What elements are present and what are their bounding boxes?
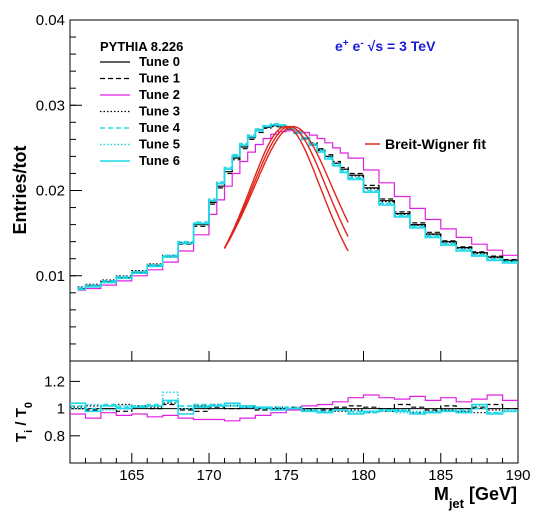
ratio-series-tune-6	[70, 399, 518, 415]
main-y-tick-label: 0.04	[36, 12, 65, 29]
legend-label: Tune 2	[139, 87, 180, 102]
breit-wigner-fit-group	[223, 125, 349, 252]
legend-label: Tune 4	[139, 120, 181, 135]
x-axis-title: Mjet [GeV]	[434, 484, 517, 511]
ratio-ticks: 0.8 1 1.2 165 170 175 180 185 190	[44, 373, 530, 484]
main-y-ticks: 0.01 0.02 0.03 0.04	[36, 12, 519, 361]
legend-label: Tune 0	[139, 54, 180, 69]
x-tick-label: 165	[119, 467, 144, 484]
main-y-tick-label: 0.01	[36, 268, 65, 285]
legend-label: Tune 5	[139, 137, 180, 152]
x-tick-label: 175	[274, 467, 299, 484]
legend-label: Tune 1	[139, 71, 180, 86]
x-tick-label: 170	[197, 467, 222, 484]
ratio-y-tick-label: 1	[57, 401, 65, 418]
x-tick-label: 180	[351, 467, 376, 484]
series-tune-3	[77, 124, 518, 288]
legend-label: Tune 3	[139, 104, 180, 119]
main-y-tick-label: 0.03	[36, 97, 65, 114]
main-y-tick-label: 0.02	[36, 183, 65, 200]
ratio-series-group	[70, 391, 518, 422]
x-tick-label: 185	[428, 467, 453, 484]
fit-legend-label: Breit-Wigner fit	[385, 136, 486, 152]
ratio-y-tick-label: 1.2	[44, 373, 65, 390]
ratio-y-tick-label: 0.8	[44, 428, 65, 445]
collider-annotation: e+ e- √s = 3 TeV	[335, 38, 436, 55]
ratio-y-axis-title: Ti / T0	[13, 402, 35, 442]
breit-wigner-fit-curve	[223, 125, 349, 249]
series-tune-2	[77, 130, 518, 291]
legend-title: PYTHIA 8.226	[100, 39, 183, 54]
main-y-axis-title: Entries/tot	[10, 145, 30, 234]
breit-wigner-fit-curve	[223, 125, 349, 249]
legend-label: Tune 6	[139, 153, 180, 168]
x-tick-label: 190	[505, 467, 530, 484]
main-plot-frame	[69, 19, 519, 362]
